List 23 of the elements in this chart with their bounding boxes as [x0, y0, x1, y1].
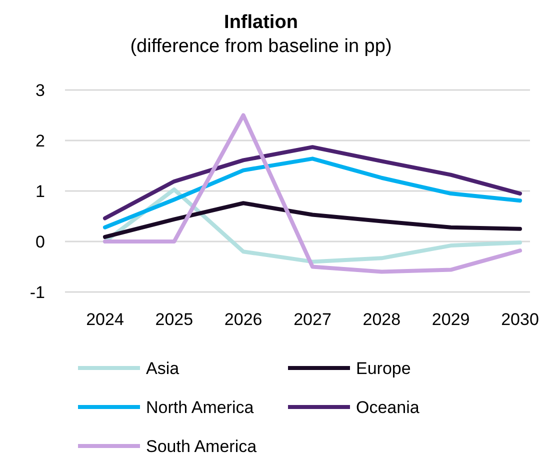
line-series: [103, 156, 522, 230]
line-series: [103, 201, 522, 239]
x-tick-label: 2028: [362, 310, 401, 329]
chart-title: Inflation: [224, 12, 298, 33]
x-tick-label: 2024: [86, 310, 124, 329]
x-tick-label: 2029: [432, 310, 470, 329]
y-tick-label: 2: [36, 131, 45, 150]
y-tick-label: 1: [36, 182, 45, 201]
legend-label: South America: [146, 436, 258, 456]
y-tick-label: 0: [36, 232, 45, 252]
legend-label: Oceania: [356, 398, 420, 417]
legend-label: Europe: [356, 358, 411, 378]
x-tick-label: 2030: [501, 310, 539, 329]
y-tick-label: 3: [36, 80, 45, 100]
x-tick-label: 2026: [224, 310, 262, 329]
chart-subtitle: (difference from baseline in pp): [130, 36, 392, 57]
x-tick-label: 2027: [294, 310, 332, 329]
x-tick-label: 2025: [155, 310, 194, 329]
y-tick-label: -1: [30, 282, 45, 302]
legend-label: Asia: [146, 358, 180, 378]
line-series: [103, 145, 522, 220]
legend-label: North America: [146, 398, 254, 417]
line-series: [103, 113, 522, 274]
